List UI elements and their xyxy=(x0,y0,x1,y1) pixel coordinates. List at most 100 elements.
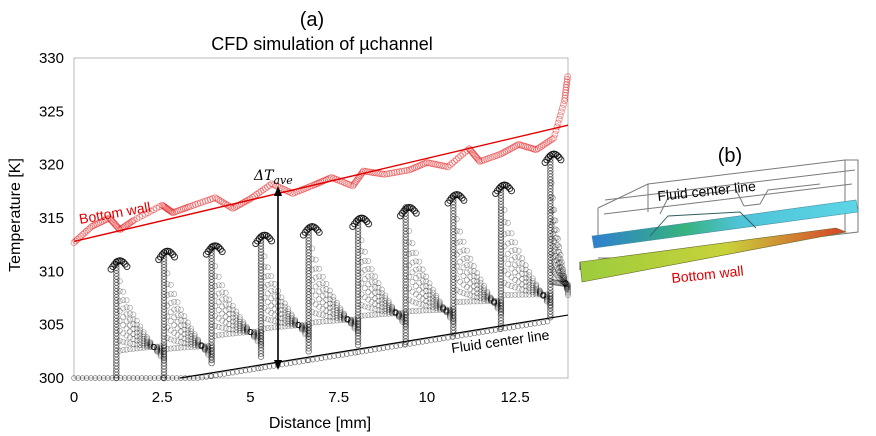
fluid-point xyxy=(547,155,554,163)
wall-point xyxy=(522,143,530,150)
fluid-point xyxy=(266,363,273,370)
fluid-point xyxy=(426,291,433,298)
fluid-point xyxy=(536,320,542,326)
fluid-point xyxy=(133,329,140,336)
fluid-point xyxy=(285,308,292,315)
fluid-point xyxy=(295,322,302,328)
fluid-point xyxy=(281,300,288,307)
wall-point xyxy=(508,144,515,152)
fluid-point xyxy=(440,305,447,312)
fluid-point xyxy=(247,329,254,335)
fluid-point xyxy=(150,344,157,350)
fluid-point xyxy=(167,300,174,306)
fluid-point xyxy=(505,240,511,247)
fluid-point xyxy=(236,325,243,332)
x-tick-label: 2.5 xyxy=(152,389,173,406)
fluid-point xyxy=(501,243,508,250)
fluid-point xyxy=(494,304,501,311)
fluid-point xyxy=(140,340,147,347)
fluid-point xyxy=(264,281,271,288)
fluid-point xyxy=(195,341,201,348)
bottom-wall-plane xyxy=(579,227,848,283)
fluid-point xyxy=(109,375,115,381)
fluid-point xyxy=(446,307,453,314)
fluid-point xyxy=(351,325,358,332)
fluid-point xyxy=(375,306,382,313)
wall-point xyxy=(100,217,108,224)
fluid-point xyxy=(484,298,491,305)
fluid-point xyxy=(433,292,440,299)
fluid-point xyxy=(480,282,487,289)
fluid-point xyxy=(236,329,243,336)
wall-point xyxy=(97,218,104,226)
fluid-point xyxy=(137,323,144,330)
fluid-point xyxy=(337,310,344,317)
fluid-point xyxy=(174,345,181,351)
fluid-point xyxy=(143,375,149,381)
wall-point xyxy=(171,208,178,216)
fluid-point xyxy=(358,258,365,265)
fluid-point xyxy=(144,344,150,351)
fluid-point xyxy=(330,307,337,314)
fluid-point xyxy=(412,209,420,217)
fluid-point xyxy=(191,331,198,338)
fluid-point xyxy=(268,324,275,331)
fluid-point xyxy=(385,298,392,305)
fluid-point xyxy=(508,291,515,298)
fluid-point xyxy=(474,282,481,289)
wall-point xyxy=(386,170,393,177)
fluid-point xyxy=(501,255,508,262)
fluid-point xyxy=(361,303,368,310)
fluid-point xyxy=(315,228,323,236)
fluid-point xyxy=(457,268,464,275)
fluid-point xyxy=(147,340,154,346)
wall-point xyxy=(473,154,481,162)
fluid-point xyxy=(358,302,365,309)
fluid-point xyxy=(375,284,382,291)
fluid-point xyxy=(560,278,566,285)
fluid-point xyxy=(233,311,240,318)
fluid-point xyxy=(226,321,233,328)
fluid-point xyxy=(560,280,566,287)
fluid-point xyxy=(127,328,133,335)
fluid-point xyxy=(382,297,389,304)
fluid-point xyxy=(285,315,292,322)
fluid-point xyxy=(553,249,560,256)
fluid-point xyxy=(460,264,467,271)
fluid-point xyxy=(264,325,271,332)
fluid-point xyxy=(505,250,511,257)
fluid-point xyxy=(380,345,387,351)
fluid-point xyxy=(222,331,229,338)
fluid-point xyxy=(406,228,413,234)
fluid-point xyxy=(562,281,569,287)
wall-point xyxy=(412,163,420,171)
fluid-point xyxy=(491,299,498,306)
fluid-point xyxy=(191,336,198,343)
fluid-point xyxy=(557,276,564,283)
fluid-point xyxy=(433,302,440,309)
fluid-point xyxy=(556,244,563,251)
fluid-point xyxy=(233,330,240,337)
fluid-point xyxy=(319,280,326,287)
fluid-point xyxy=(285,320,292,327)
fluid-point xyxy=(560,276,566,283)
fluid-point xyxy=(178,317,184,324)
fluid-point xyxy=(261,253,268,260)
fluid-point xyxy=(543,295,550,302)
fluid-point xyxy=(412,283,419,290)
fluid-point xyxy=(443,307,450,314)
fluid-point xyxy=(150,344,157,350)
fluid-point xyxy=(460,196,468,204)
fluid-point xyxy=(549,267,556,273)
fluid-point xyxy=(174,312,181,319)
wall-point xyxy=(455,154,463,162)
fluid-point xyxy=(254,334,261,340)
fluid-point xyxy=(552,253,559,259)
fluid-point xyxy=(333,315,340,321)
fluid-point xyxy=(540,291,547,298)
fluid-point xyxy=(167,336,174,343)
wall-point xyxy=(362,167,369,175)
fluid-point xyxy=(563,283,570,290)
wall-point xyxy=(213,195,221,203)
fluid-point xyxy=(512,261,519,268)
